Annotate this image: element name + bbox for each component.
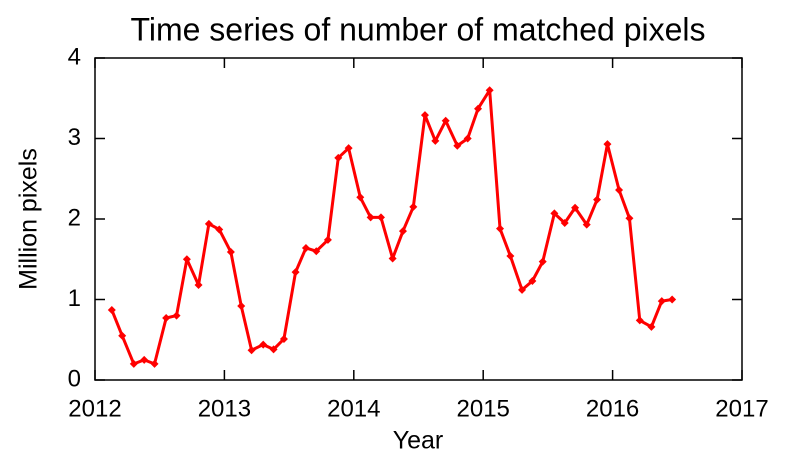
data-point — [603, 140, 612, 149]
data-point — [107, 305, 116, 314]
data-point — [162, 314, 171, 323]
data-point — [388, 254, 397, 263]
data-point — [528, 276, 537, 285]
data-point — [571, 203, 580, 212]
y-tick-label: 3 — [68, 124, 81, 151]
y-tick-label: 4 — [68, 43, 81, 70]
data-point — [518, 285, 527, 294]
data-point — [150, 359, 159, 368]
y-axis-label: Million pixels — [15, 148, 43, 290]
data-point — [496, 224, 505, 233]
plot-frame — [94, 57, 743, 381]
data-point — [560, 219, 569, 228]
data-point — [647, 322, 656, 331]
data-point — [657, 297, 666, 306]
data-point — [118, 331, 127, 340]
data-point — [279, 334, 288, 343]
x-tick-label: 2013 — [198, 395, 251, 422]
data-point — [463, 134, 472, 143]
data-point — [409, 202, 418, 211]
data-point — [474, 104, 483, 113]
data-point — [615, 186, 624, 195]
data-point — [334, 153, 343, 162]
data-point — [194, 281, 203, 290]
data-point — [668, 295, 677, 304]
data-point — [269, 345, 278, 354]
data-point — [291, 268, 300, 277]
data-point — [538, 257, 547, 266]
x-axis-label: Year — [393, 427, 444, 455]
data-point — [431, 136, 440, 145]
data-point — [259, 340, 268, 349]
data-point — [356, 193, 365, 202]
data-point — [625, 214, 634, 223]
chart-title: Time series of number of matched pixels — [130, 11, 705, 47]
data-point — [182, 255, 191, 264]
data-point — [366, 213, 375, 222]
data-point — [398, 227, 407, 236]
data-point — [237, 301, 246, 310]
data-point — [247, 346, 256, 355]
x-tick-label: 2017 — [715, 395, 768, 422]
data-point — [204, 219, 213, 228]
data-point — [485, 86, 494, 95]
y-tick-label: 0 — [68, 365, 81, 392]
y-tick-label: 2 — [68, 204, 81, 231]
x-tick-label: 2014 — [327, 395, 380, 422]
data-point — [226, 248, 235, 257]
data-point — [140, 355, 149, 364]
data-point — [593, 195, 602, 204]
data-point — [506, 252, 515, 261]
data-point — [635, 316, 644, 325]
data-point — [420, 111, 429, 120]
x-tick-label: 2015 — [457, 395, 510, 422]
data-point — [550, 209, 559, 218]
data-point — [312, 247, 321, 256]
x-tick-label: 2012 — [68, 395, 121, 422]
x-tick-label: 2016 — [586, 395, 639, 422]
data-point — [301, 243, 310, 252]
data-point — [453, 141, 462, 150]
data-point — [215, 225, 224, 234]
data-point — [344, 144, 353, 153]
data-point — [172, 311, 181, 320]
data-point — [582, 220, 591, 229]
y-tick-label: 1 — [68, 285, 81, 312]
data-point — [376, 213, 385, 222]
data-point — [323, 235, 332, 244]
data-point — [441, 116, 450, 125]
data-point — [129, 359, 138, 368]
